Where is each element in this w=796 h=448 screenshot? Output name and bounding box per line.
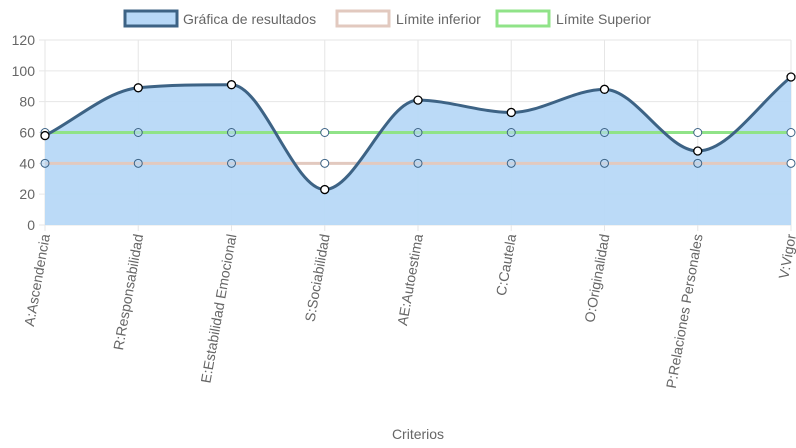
- points-layer: [40, 72, 796, 195]
- y-tick-label: 120: [12, 32, 36, 48]
- data-point[interactable]: [226, 80, 237, 90]
- legend-label[interactable]: Límite Superior: [556, 11, 651, 27]
- x-tick-label: C:Cautela: [493, 233, 520, 297]
- data-point[interactable]: [227, 158, 236, 168]
- y-tick-label: 40: [19, 155, 35, 171]
- y-tick-label: 80: [19, 94, 35, 110]
- data-point[interactable]: [506, 107, 516, 118]
- data-point[interactable]: [693, 158, 703, 168]
- data-point[interactable]: [599, 84, 610, 94]
- legend-swatch[interactable]: [495, 9, 551, 28]
- data-point[interactable]: [40, 130, 50, 141]
- data-point[interactable]: [786, 158, 796, 168]
- data-point[interactable]: [320, 128, 330, 137]
- legend-swatch[interactable]: [335, 9, 391, 28]
- data-point[interactable]: [320, 184, 330, 195]
- x-tick-label: O:Originalidad: [581, 233, 612, 324]
- x-tick-label: V:Vigor: [775, 232, 796, 280]
- data-point[interactable]: [133, 83, 143, 93]
- data-point[interactable]: [600, 128, 609, 137]
- legend-label[interactable]: Límite inferior: [396, 11, 481, 27]
- data-point[interactable]: [133, 158, 143, 168]
- data-point[interactable]: [506, 158, 516, 168]
- x-tick-label: S:Sociabilidad: [302, 233, 333, 323]
- series-area-results: [45, 77, 791, 225]
- data-point[interactable]: [600, 158, 609, 168]
- x-tick-label: AE:Autoestima: [394, 233, 426, 327]
- data-point[interactable]: [413, 95, 423, 105]
- data-point[interactable]: [413, 158, 423, 168]
- data-point[interactable]: [786, 72, 796, 82]
- data-point[interactable]: [506, 128, 516, 137]
- y-tick-label: 0: [27, 217, 35, 233]
- y-tick-label: 20: [19, 186, 35, 202]
- y-tick-label: 100: [12, 63, 36, 79]
- data-point[interactable]: [133, 128, 143, 137]
- data-point[interactable]: [413, 128, 423, 137]
- x-tick-label: R:Responsabilidad: [110, 233, 146, 352]
- x-axis-ticks: A:Ascendencia R:Responsabilidad E:Estabili…: [21, 232, 796, 389]
- legend: Gráfica de resultados Límite inferior Lími…: [123, 9, 651, 28]
- data-point[interactable]: [693, 128, 703, 137]
- data-point[interactable]: [227, 128, 236, 137]
- x-axis-title: Criterios: [392, 426, 444, 442]
- data-point[interactable]: [40, 158, 50, 168]
- legend-swatch[interactable]: [123, 9, 179, 28]
- y-tick-label: 60: [19, 125, 35, 141]
- x-tick-label: A:Ascendencia: [21, 233, 53, 328]
- legend-label[interactable]: Gráfica de resultados: [183, 11, 316, 27]
- y-axis-ticks: 0 20 40 60 80 100 120: [12, 32, 36, 233]
- data-point[interactable]: [693, 146, 703, 156]
- x-tick-label: E:Estabilidad Emocional: [197, 233, 239, 384]
- data-point[interactable]: [320, 158, 330, 168]
- data-point[interactable]: [786, 128, 796, 137]
- x-tick-label: P:Relaciones Personales: [663, 233, 706, 390]
